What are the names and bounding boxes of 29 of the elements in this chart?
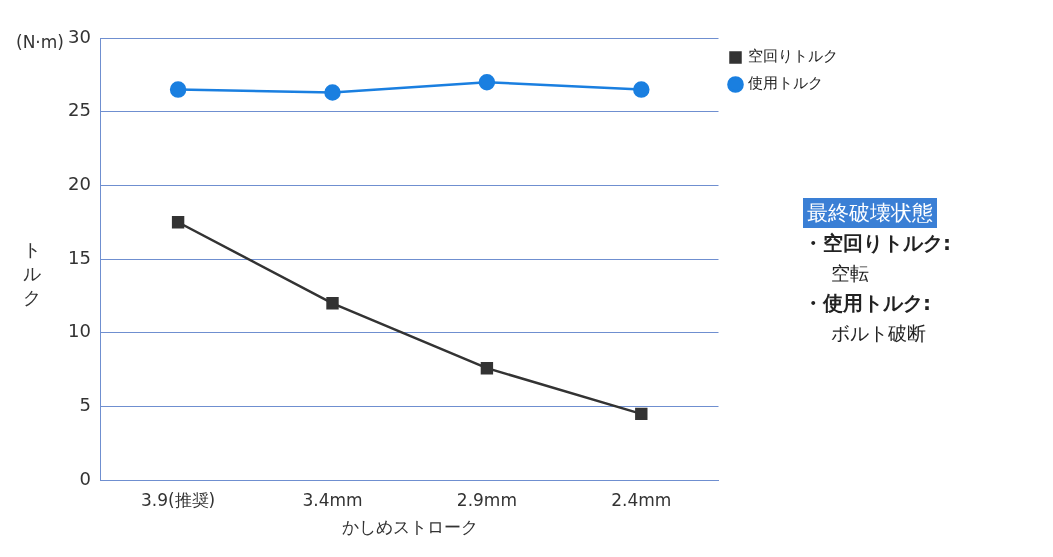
text: 空転: [830, 261, 870, 286]
point: [480, 361, 494, 375]
y-tick-label: 10: [68, 320, 91, 342]
y-tick-label: 30: [68, 25, 91, 47]
y-tick-label: 25: [68, 99, 91, 121]
text: ・使用トルク:: [803, 290, 932, 317]
legend-label: 空回りトルク: [748, 47, 838, 66]
y-axis-title: トルク: [22, 238, 42, 310]
y-tick-label: 15: [68, 246, 91, 268]
legend-label: 使用トルク: [748, 74, 823, 93]
y-tick-label: 5: [79, 394, 91, 416]
x-tick-label: 2.9mm: [456, 489, 517, 510]
x-tick-label: 2.4mm: [611, 489, 672, 510]
x-tick-label: 3.4mm: [302, 489, 363, 510]
text: 最終破壊状態: [803, 198, 937, 228]
point: [326, 297, 339, 310]
point: [633, 81, 650, 98]
x-tick-label: 3.9(推奨): [140, 489, 216, 510]
point: [324, 84, 341, 101]
point: [169, 81, 187, 98]
point: [171, 216, 185, 229]
text: (N·m): [16, 32, 64, 52]
y-tick-label: 0: [79, 467, 91, 489]
x-axis-title: かしめストローク: [341, 517, 478, 538]
text: ・空回りトルク:: [803, 230, 951, 257]
text: ボルト破断: [830, 321, 927, 346]
point: [635, 407, 648, 421]
point: [478, 73, 496, 91]
y-tick-label: 20: [68, 173, 91, 195]
